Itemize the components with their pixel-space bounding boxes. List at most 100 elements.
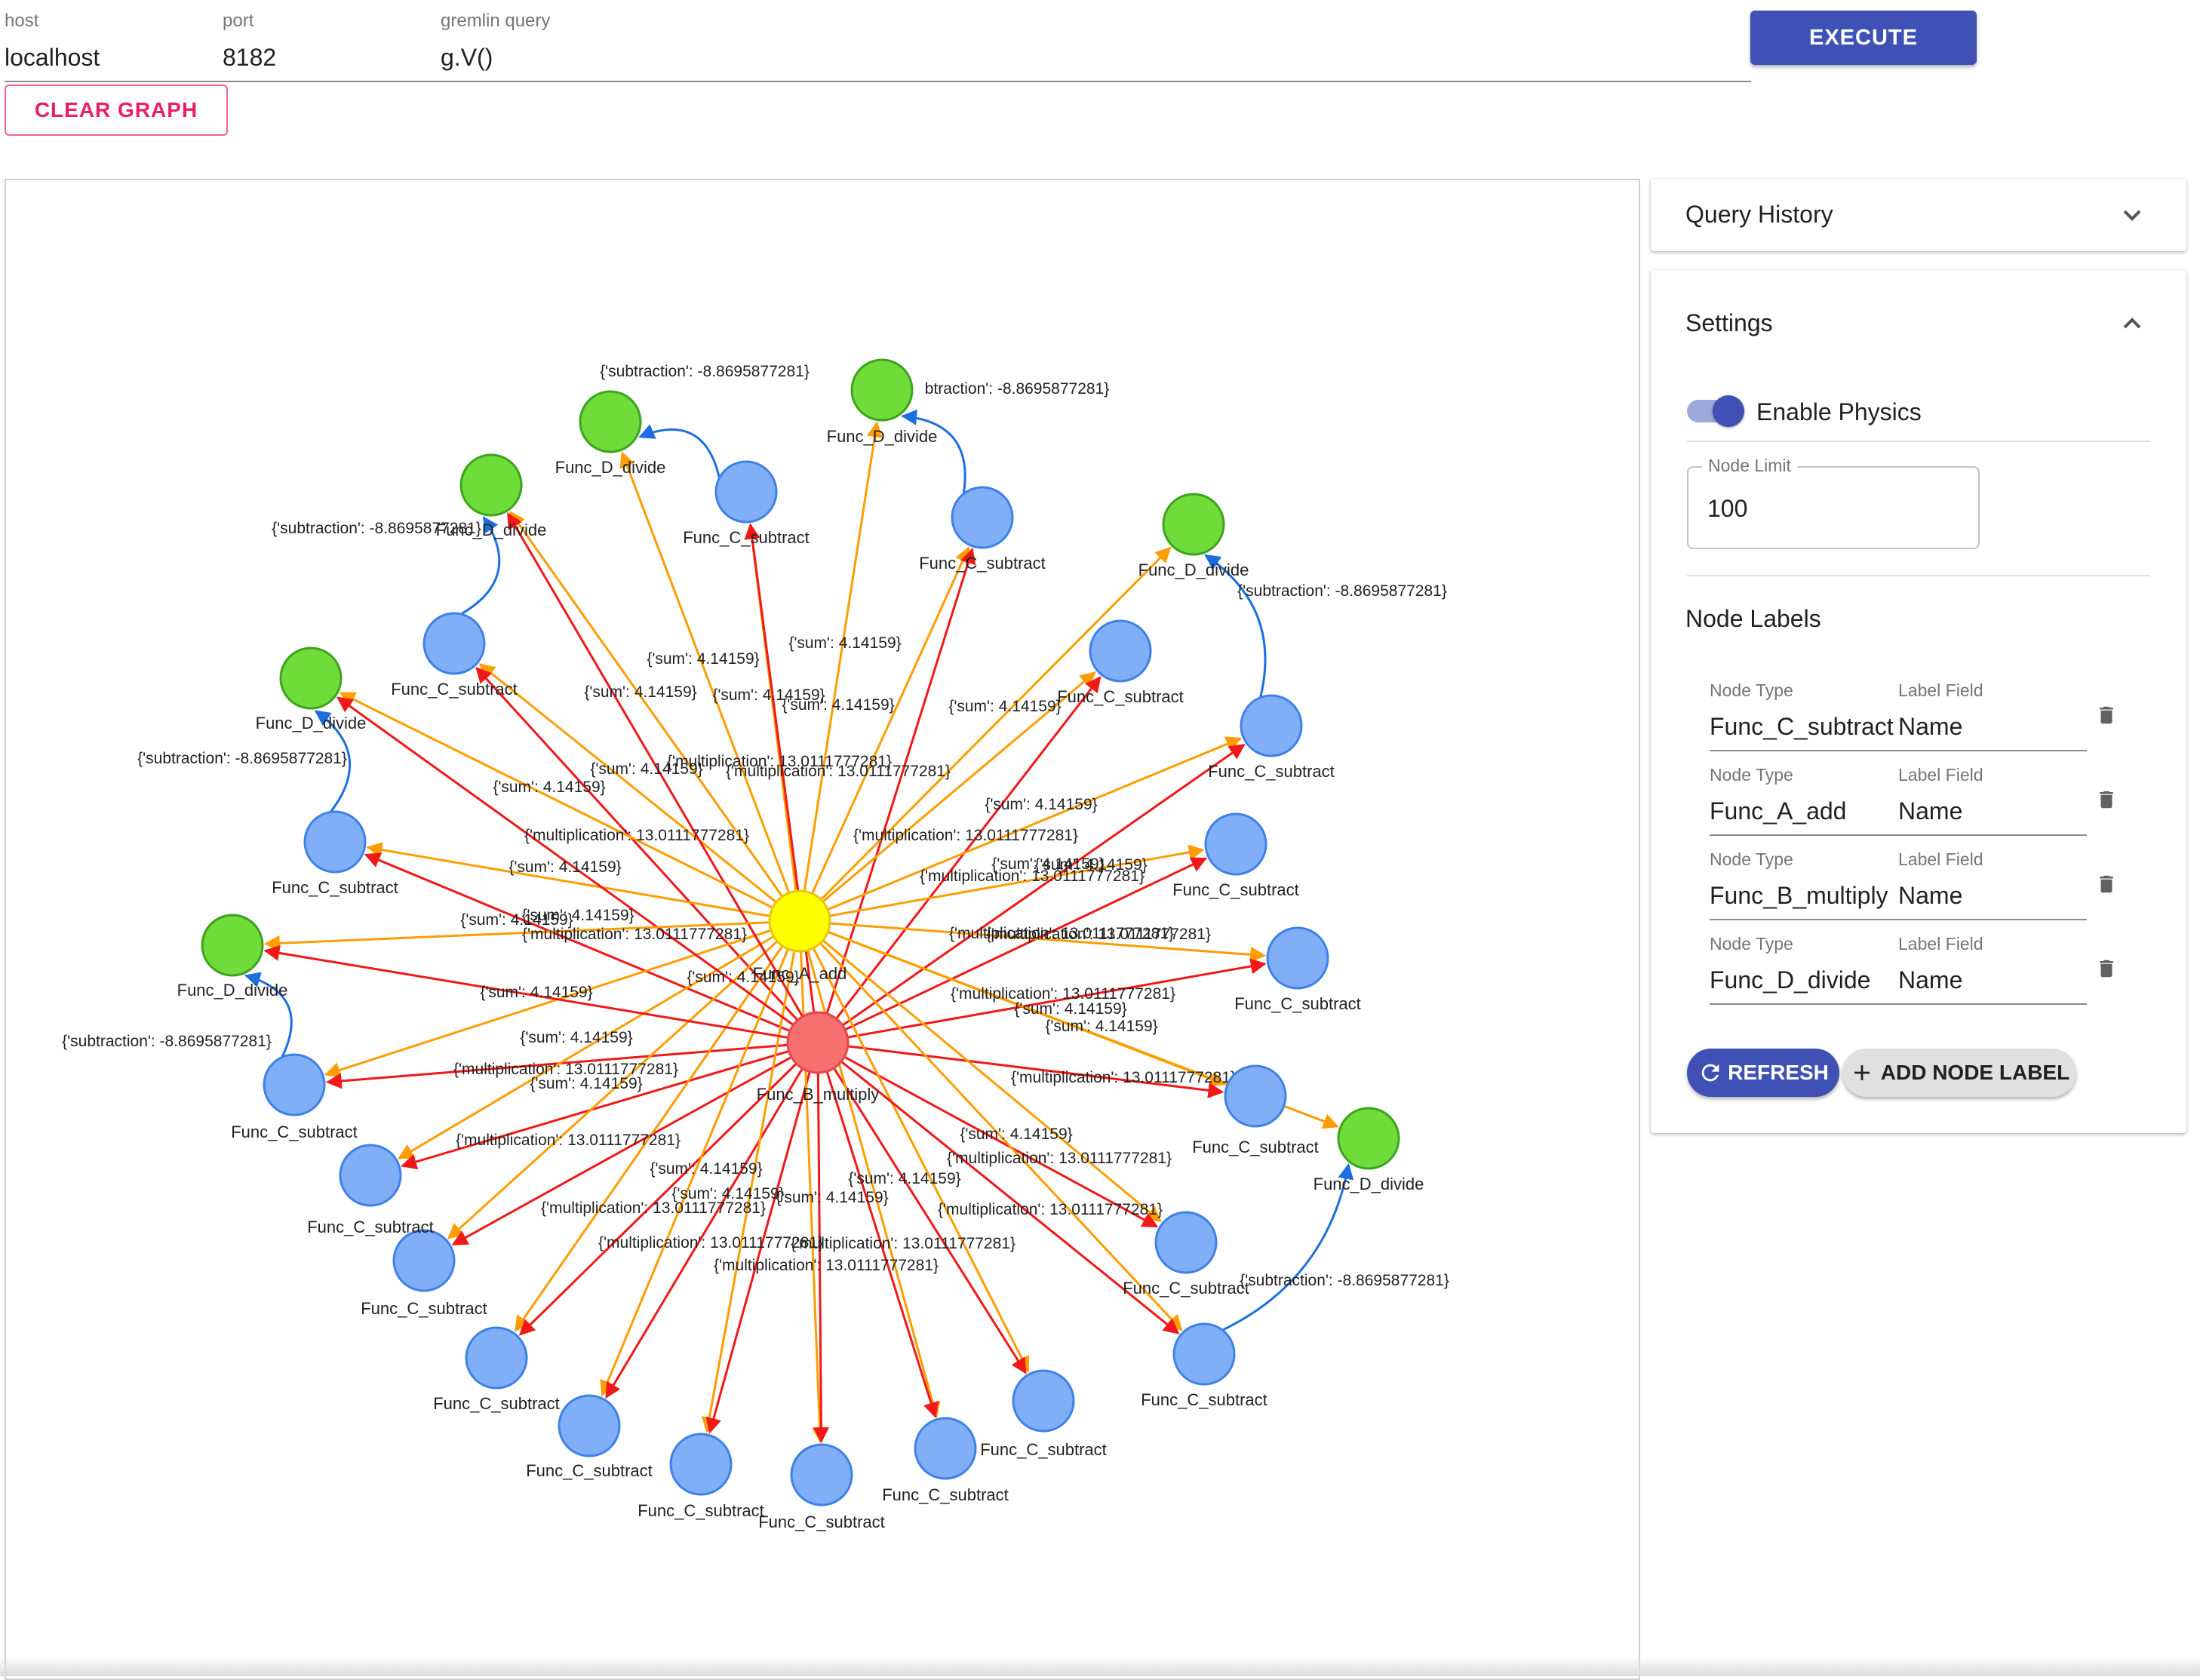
graph-node[interactable] xyxy=(790,1443,853,1506)
input-underline xyxy=(5,81,1751,82)
edge-label: {'sum': 4.14159} xyxy=(991,855,1104,873)
node-label: Func_C_subtract xyxy=(1057,687,1184,706)
graph-edge xyxy=(803,421,883,892)
node-limit-input[interactable]: 100 xyxy=(1707,495,1748,522)
settings-title[interactable]: Settings xyxy=(1685,309,1773,336)
node-label: Func_C_subtract xyxy=(638,1501,764,1520)
query-history-title[interactable]: Query History xyxy=(1685,201,1833,228)
graph-node[interactable] xyxy=(1204,812,1267,876)
graph-node[interactable] xyxy=(465,1326,528,1390)
edge-label: {'multiplication': 13.0111777281} xyxy=(951,985,1175,1003)
graph-node[interactable] xyxy=(714,460,778,524)
graph-edge xyxy=(518,1062,797,1336)
graph-node[interactable] xyxy=(1162,493,1225,556)
graph-edge xyxy=(314,710,352,813)
node-label: Func_C_subtract xyxy=(391,680,518,699)
bottom-shadow xyxy=(0,1656,2200,1676)
toggle-thumb[interactable] xyxy=(1713,395,1744,427)
label-field-input[interactable]: Name xyxy=(1898,882,1963,909)
graph-edge xyxy=(364,852,791,1033)
node-type-caption: Node Type xyxy=(1710,849,1793,869)
chevron-down-icon[interactable] xyxy=(2117,200,2147,230)
graph-edge xyxy=(840,1060,1180,1334)
graph-node[interactable] xyxy=(579,390,642,453)
node-limit-field[interactable] xyxy=(1687,466,1980,549)
label-field-input[interactable]: Name xyxy=(1898,713,1963,740)
graph-node[interactable] xyxy=(768,889,831,953)
graph-node[interactable] xyxy=(201,914,264,977)
graph-node[interactable] xyxy=(1012,1369,1075,1433)
edge-label: {'sum': 4.14159} xyxy=(848,1170,960,1187)
node-label: Func_C_subtract xyxy=(683,528,810,547)
node-label: Func_C_subtract xyxy=(1123,1279,1249,1298)
graph-node[interactable] xyxy=(1172,1322,1236,1386)
graph-edge xyxy=(605,1067,803,1399)
refresh-button[interactable]: REFRESH xyxy=(1687,1049,1839,1097)
graph-canvas[interactable]: {'sum': 4.14159} {'sum': 4.14159} {'sum': … xyxy=(5,179,1640,1680)
graph-node[interactable] xyxy=(1089,619,1152,683)
graph-node[interactable] xyxy=(951,486,1014,549)
node-type-input[interactable]: Func_A_add xyxy=(1710,797,1847,825)
graph-node[interactable] xyxy=(263,1053,326,1116)
edge-label: {'subtraction': -8.8695877281} xyxy=(62,1033,272,1050)
graph-nodes[interactable] xyxy=(201,358,1400,1506)
graph-node[interactable] xyxy=(669,1433,733,1496)
graph-node[interactable] xyxy=(1266,926,1329,990)
graph-edge xyxy=(827,736,1243,911)
graph-node[interactable] xyxy=(786,1011,850,1074)
graph-node[interactable] xyxy=(914,1417,977,1480)
edge-label: {'sum': 4.14159} xyxy=(1014,1000,1126,1018)
label-field-input[interactable]: Name xyxy=(1898,966,1963,994)
edge-label: {'subtraction': -8.8695877281} xyxy=(1240,1272,1449,1289)
trash-icon[interactable] xyxy=(2095,956,2118,981)
node-label: Func_C_subtract xyxy=(231,1123,358,1141)
graph-node[interactable] xyxy=(279,647,343,710)
node-type-input[interactable]: Func_D_divide xyxy=(1710,966,1871,994)
graph-node[interactable] xyxy=(558,1394,621,1457)
graph-edge xyxy=(825,547,976,1015)
graph-svg[interactable]: {'sum': 4.14159} {'sum': 4.14159} {'sum': … xyxy=(6,180,1640,1680)
trash-icon[interactable] xyxy=(2095,871,2118,897)
node-label: Func_D_divide xyxy=(436,521,547,539)
chevron-up-icon[interactable] xyxy=(2117,309,2147,339)
graph-node[interactable] xyxy=(850,358,914,422)
graph-node[interactable] xyxy=(1337,1107,1400,1170)
label-field-input[interactable]: Name xyxy=(1898,797,1963,825)
node-type-input[interactable]: Func_B_multiply xyxy=(1710,882,1888,909)
trash-icon[interactable] xyxy=(2095,787,2118,812)
graph-node[interactable] xyxy=(339,1144,402,1207)
graph-node[interactable] xyxy=(422,612,486,675)
graph-node[interactable] xyxy=(1224,1064,1287,1128)
node-type-input[interactable]: Func_C_subtract xyxy=(1710,713,1894,740)
node-label: Func_C_subtract xyxy=(1141,1390,1267,1409)
node-label: Func_D_divide xyxy=(1314,1175,1424,1193)
execute-button[interactable]: EXECUTE xyxy=(1750,11,1977,65)
graph-edge xyxy=(336,696,794,1026)
graph-node[interactable] xyxy=(303,810,367,874)
add-node-label-button[interactable]: ADD NODE LABEL xyxy=(1842,1049,2076,1097)
trash-icon[interactable] xyxy=(2095,702,2118,728)
query-history-panel[interactable] xyxy=(1651,179,2186,251)
edge-label: {'multiplication': 13.0111777281} xyxy=(714,1257,939,1274)
graph-edge xyxy=(339,692,773,909)
edge-label: {'multiplication': 13.0111777281} xyxy=(524,827,749,844)
graph-node[interactable] xyxy=(459,453,523,517)
gremlin-query-input[interactable]: g.V() xyxy=(441,44,493,71)
node-label: Func_C_subtract xyxy=(526,1461,653,1480)
node-type-caption: Node Type xyxy=(1710,765,1793,785)
node-label: Func_C_subtract xyxy=(980,1440,1107,1459)
graph-edge xyxy=(509,511,784,898)
port-input[interactable]: 8182 xyxy=(223,44,277,71)
edge-label: {'subtraction': -8.8695877281} xyxy=(137,750,347,767)
graph-edge xyxy=(811,546,970,895)
graph-edge xyxy=(263,921,770,951)
host-input[interactable]: localhost xyxy=(5,44,100,71)
graph-node[interactable] xyxy=(1154,1211,1218,1274)
graph-node[interactable] xyxy=(392,1229,456,1292)
edge-label: {'multiplication': 13.0111777281} xyxy=(541,1199,766,1217)
edge-label: {'subtraction': -8.8695877281} xyxy=(600,363,810,380)
host-label: host xyxy=(5,11,39,31)
graph-node[interactable] xyxy=(1240,694,1303,757)
clear-graph-button[interactable]: CLEAR GRAPH xyxy=(5,84,228,136)
graph-edge xyxy=(825,1070,939,1419)
